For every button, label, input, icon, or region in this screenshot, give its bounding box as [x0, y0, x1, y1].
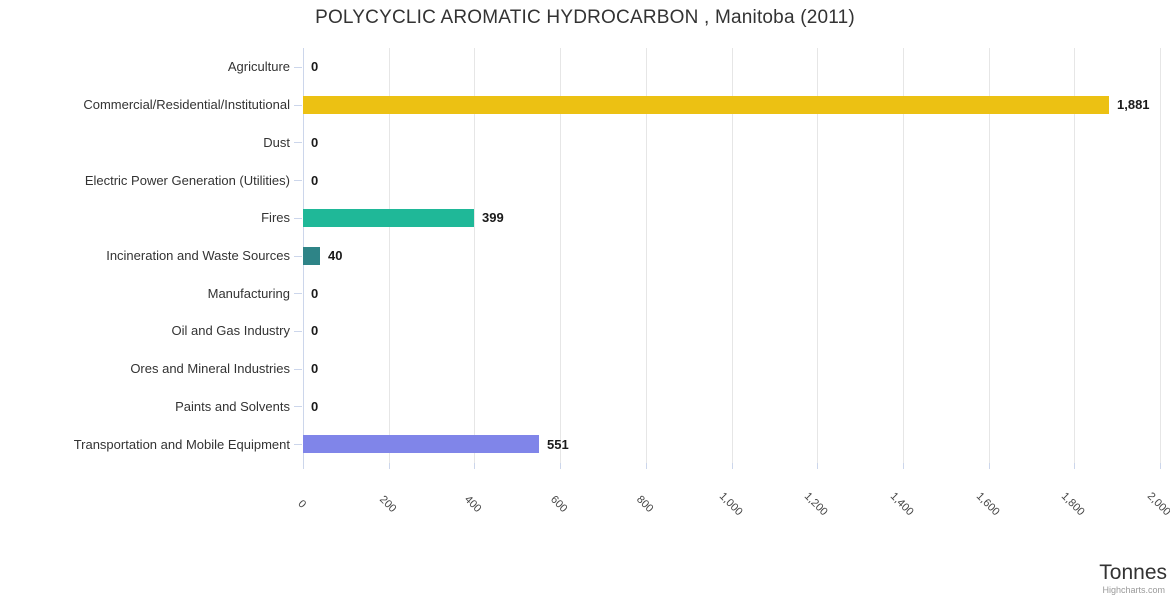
x-axis-tick-label: 200 — [376, 493, 399, 515]
bar-value-label: 0 — [311, 173, 319, 188]
bar-value-label: 0 — [311, 286, 319, 301]
x-axis-tick-label: 2,000 — [1144, 490, 1170, 519]
bar-value-label: 0 — [311, 135, 319, 150]
category-tick — [294, 105, 302, 106]
x-axis-tick — [474, 463, 476, 469]
category-tick — [294, 444, 302, 445]
x-axis-tick — [303, 463, 304, 469]
category-label: Ores and Mineral Industries — [130, 361, 290, 376]
gridline — [645, 48, 647, 463]
x-axis-tick — [560, 463, 562, 469]
gridline — [474, 48, 476, 463]
x-axis-tick-label: 1,400 — [887, 490, 916, 519]
category-label: Fires — [261, 210, 290, 225]
bar-value-label: 0 — [311, 399, 319, 414]
chart-title: POLYCYCLIC AROMATIC HYDROCARBON , Manito… — [315, 7, 855, 28]
x-axis-tick-label: 1,200 — [801, 490, 830, 519]
bar-value-label: 0 — [311, 323, 319, 338]
category-axis: Agriculture Commercial/Residential/Instit… — [0, 0, 302, 600]
x-axis-tick — [902, 463, 904, 469]
category-tick — [294, 67, 302, 68]
gridline — [1074, 48, 1076, 463]
highcharts-credit-link[interactable]: Highcharts.com — [1102, 585, 1165, 595]
bar-value-label: 1,881 — [1117, 97, 1150, 112]
x-axis-tick — [1160, 463, 1161, 469]
gridline — [560, 48, 562, 463]
bar[interactable] — [303, 209, 474, 227]
gridline — [817, 48, 819, 463]
category-label: Oil and Gas Industry — [171, 323, 291, 338]
category-tick — [294, 180, 302, 181]
x-axis-tick-label: 0 — [295, 497, 309, 511]
bar-value-label: 40 — [328, 248, 343, 263]
category-tick — [294, 142, 302, 143]
x-axis-tick — [817, 463, 819, 469]
category-tick — [294, 406, 302, 407]
plot-area: 0 200 400 600 800 1,000 1,200 1,400 1,600 1,800 2,… — [295, 48, 1170, 518]
bar-value-label: 551 — [547, 437, 569, 452]
gridline — [902, 48, 904, 463]
gridline — [1160, 48, 1161, 463]
x-axis-tick — [988, 463, 990, 469]
x-axis-tick — [388, 463, 390, 469]
x-axis-title: Tonnes — [1099, 561, 1167, 584]
gridline — [731, 48, 733, 463]
bar-value-label: 0 — [311, 59, 319, 74]
category-label: Manufacturing — [207, 286, 290, 301]
x-axis-tick-label: 800 — [633, 493, 656, 515]
x-axis-tick — [645, 463, 647, 469]
bar[interactable] — [303, 247, 320, 265]
bar-value-label: 399 — [482, 210, 504, 225]
x-axis-tick-label: 1,800 — [1059, 490, 1088, 519]
x-axis-tick-label: 1,000 — [716, 490, 745, 519]
category-label: Dust — [263, 135, 290, 150]
bar[interactable] — [303, 96, 1109, 114]
category-label: Incineration and Waste Sources — [106, 248, 290, 263]
category-label: Paints and Solvents — [175, 399, 290, 414]
x-axis-tick — [1074, 463, 1076, 469]
x-axis-tick-label: 400 — [462, 493, 484, 515]
category-label: Agriculture — [227, 59, 290, 74]
x-axis-tick — [731, 463, 733, 469]
bar[interactable] — [303, 435, 539, 453]
category-tick — [294, 218, 302, 219]
x-axis-tick-label: 1,600 — [973, 490, 1002, 519]
category-tick — [294, 369, 302, 370]
category-label: Transportation and Mobile Equipment — [73, 437, 290, 452]
category-tick — [294, 331, 302, 332]
bar-value-label: 0 — [311, 361, 319, 376]
category-label: Electric Power Generation (Utilities) — [84, 173, 290, 188]
x-axis-tick-label: 600 — [548, 493, 570, 515]
gridline — [388, 48, 390, 463]
category-label: Commercial/Residential/Institutional — [83, 97, 290, 112]
gridline — [988, 48, 990, 463]
category-tick — [294, 293, 302, 294]
category-tick — [294, 256, 302, 257]
